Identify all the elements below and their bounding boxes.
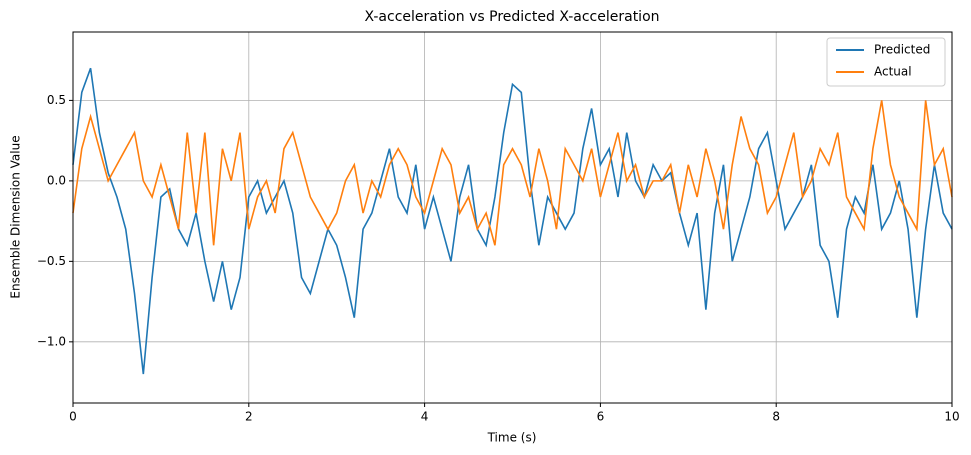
series-line xyxy=(72,67,953,375)
legend-label: Actual xyxy=(874,65,912,79)
x-tick-label: 6 xyxy=(597,410,605,424)
x-tick-label: 2 xyxy=(245,410,253,424)
legend-label: Predicted xyxy=(874,43,930,57)
x-tick-label: 8 xyxy=(772,410,780,424)
x-tick-label: 0 xyxy=(69,410,77,424)
x-tick-label: 10 xyxy=(944,410,959,424)
series-line xyxy=(72,100,953,246)
y-tick-label: −1.0 xyxy=(37,334,66,348)
plot-frame xyxy=(72,31,953,404)
y-tick-label: 0.5 xyxy=(47,93,66,107)
y-tick-label: −0.5 xyxy=(37,254,66,268)
chart-title: X-acceleration vs Predicted X-accelerati… xyxy=(364,9,659,25)
y-tick-label: 0.0 xyxy=(47,173,66,187)
y-axis-label: Ensemble Dimension Value xyxy=(9,135,23,298)
x-axis-label: Time (s) xyxy=(487,431,537,445)
x-tick-label: 4 xyxy=(421,410,429,424)
